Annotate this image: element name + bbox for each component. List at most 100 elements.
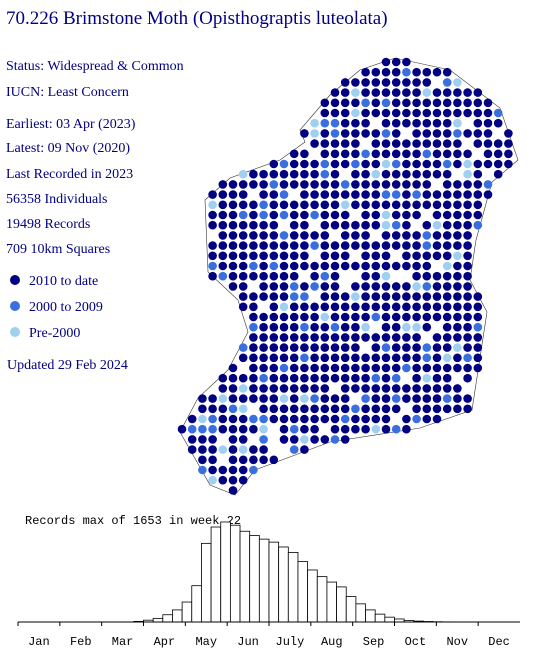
record-dot — [228, 373, 238, 383]
record-dot — [453, 118, 462, 128]
week-bar — [201, 542, 212, 623]
record-dot — [422, 159, 432, 169]
record-dot — [422, 394, 432, 403]
record-dot — [249, 445, 258, 454]
week-bar — [336, 586, 347, 623]
record-dot — [391, 394, 401, 403]
record-dot — [289, 210, 299, 220]
record-dot — [381, 88, 391, 97]
record-dot — [238, 353, 248, 363]
record-dot — [391, 333, 401, 342]
record-dot — [402, 424, 411, 434]
record-dot — [289, 231, 299, 240]
record-dot — [381, 169, 391, 179]
record-dot — [453, 108, 462, 118]
record-dot — [412, 282, 421, 291]
record-dot — [381, 180, 391, 189]
record-dot — [208, 251, 217, 261]
week-bar — [297, 561, 309, 623]
record-dot — [463, 98, 472, 108]
record-dot — [259, 200, 268, 210]
record-dot — [463, 292, 472, 301]
record-dot — [351, 88, 360, 97]
record-dot — [442, 108, 452, 118]
record-dot — [198, 455, 207, 465]
record-dot — [330, 404, 340, 414]
record-dot — [340, 373, 350, 383]
record-dot — [504, 159, 513, 169]
record-dot — [259, 231, 268, 240]
record-dot — [381, 220, 391, 230]
record-dot — [330, 220, 340, 230]
record-dot — [249, 251, 258, 261]
record-dot — [453, 312, 462, 322]
record-dot — [351, 190, 360, 199]
record-dot — [412, 180, 421, 189]
record-dot — [330, 139, 340, 148]
record-dot — [391, 190, 401, 199]
record-dot — [330, 271, 340, 281]
info-line: 56358 Individuals — [6, 192, 108, 207]
record-dot — [269, 271, 279, 281]
record-dot — [228, 190, 238, 199]
record-dot — [432, 139, 442, 148]
record-dot — [351, 424, 360, 434]
record-dot — [381, 292, 391, 301]
record-dot — [391, 292, 401, 301]
record-dot — [442, 200, 452, 210]
record-dot — [310, 394, 319, 403]
record-dot — [402, 149, 411, 159]
week-bar — [374, 613, 386, 623]
record-dot — [381, 251, 391, 261]
record-dot — [330, 118, 340, 128]
record-dot — [310, 231, 319, 240]
record-dot — [391, 373, 401, 383]
record-dot — [330, 200, 340, 210]
record-dot — [310, 190, 319, 199]
record-dot — [238, 424, 248, 434]
record-dot — [289, 292, 299, 301]
record-dot — [320, 435, 330, 444]
record-dot — [463, 271, 472, 281]
record-dot — [402, 98, 411, 108]
record-dot — [238, 384, 248, 393]
record-dot — [473, 210, 483, 220]
record-dot — [320, 108, 330, 118]
record-dot — [351, 261, 360, 271]
record-dot — [473, 292, 483, 301]
record-dot — [300, 180, 309, 189]
record-dot — [228, 251, 238, 261]
record-dot — [310, 139, 319, 148]
record-dot — [463, 210, 472, 220]
record-dot — [391, 139, 401, 148]
record-dot — [381, 404, 391, 414]
record-dot — [351, 353, 360, 363]
record-dot — [463, 353, 472, 363]
record-dot — [371, 404, 381, 414]
record-dot — [493, 108, 503, 118]
record-dot — [453, 394, 462, 403]
record-dot — [381, 271, 391, 281]
record-dot — [249, 312, 258, 322]
record-dot — [269, 404, 279, 414]
record-dot — [238, 190, 248, 199]
record-dot — [238, 231, 248, 240]
week-bar — [316, 576, 328, 623]
record-dot — [238, 292, 248, 301]
record-dot — [269, 180, 279, 189]
record-dot — [391, 200, 401, 210]
record-dot — [361, 180, 370, 189]
record-dot — [483, 159, 493, 169]
record-dot — [340, 424, 350, 434]
record-dot — [432, 282, 442, 291]
record-dot — [259, 414, 268, 424]
record-dot — [218, 220, 228, 230]
record-dot — [330, 108, 340, 118]
record-dot — [218, 414, 228, 424]
record-dot — [177, 424, 187, 434]
record-dot — [320, 333, 330, 342]
record-dot — [300, 394, 309, 403]
week-bar — [172, 609, 183, 623]
record-dot — [279, 363, 289, 373]
